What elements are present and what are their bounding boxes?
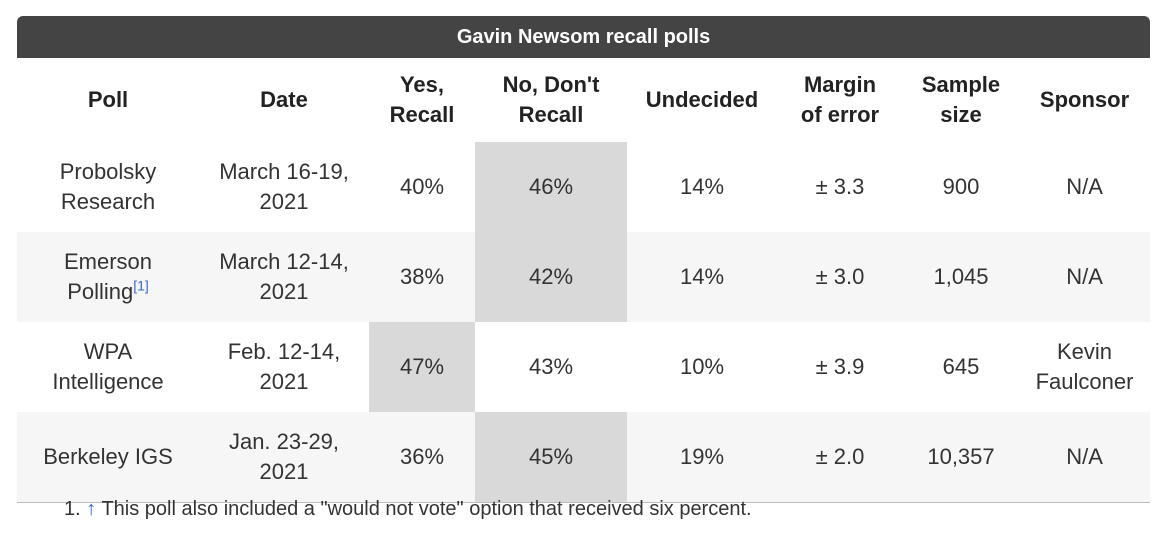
- no-recall-value: 43%: [475, 322, 627, 412]
- table-row: Probolsky Research March 16-19, 2021 40% 4…: [17, 142, 1151, 232]
- header-poll: Poll: [17, 58, 199, 142]
- no-recall-value: 45%: [475, 412, 627, 503]
- poll-name: Probolsky Research: [17, 142, 199, 232]
- sample-value: 10,357: [903, 412, 1019, 503]
- header-yes-recall: Yes, Recall: [369, 58, 475, 142]
- header-date: Date: [199, 58, 369, 142]
- yes-recall-value: 40%: [369, 142, 475, 232]
- undecided-value: 14%: [627, 232, 777, 322]
- no-recall-value: 46%: [475, 142, 627, 232]
- poll-date: Jan. 23-29, 2021: [199, 412, 369, 503]
- sponsor-value: N/A: [1019, 232, 1151, 322]
- poll-name: Emerson Polling[1]: [17, 232, 199, 322]
- poll-date: March 16-19, 2021: [199, 142, 369, 232]
- poll-name: Berkeley IGS: [17, 412, 199, 503]
- header-row: Poll Date Yes, Recall No, Don't Recall Und…: [17, 58, 1151, 142]
- header-sample-size: Sample size: [903, 58, 1019, 142]
- margin-value: ± 2.0: [777, 412, 903, 503]
- undecided-value: 10%: [627, 322, 777, 412]
- sample-value: 900: [903, 142, 1019, 232]
- undecided-value: 14%: [627, 142, 777, 232]
- footnote: 1. ↑ This poll also included a "would no…: [64, 498, 752, 521]
- margin-value: ± 3.0: [777, 232, 903, 322]
- sponsor-value: N/A: [1019, 412, 1151, 503]
- table-row: WPA Intelligence Feb. 12-14, 2021 47% 43% …: [17, 322, 1151, 412]
- footnote-number: 1.: [64, 498, 81, 520]
- poll-name: WPA Intelligence: [17, 322, 199, 412]
- yes-recall-value: 47%: [369, 322, 475, 412]
- header-no-recall: No, Don't Recall: [475, 58, 627, 142]
- footnote-ref-link[interactable]: [1]: [133, 277, 149, 294]
- table-row: Berkeley IGS Jan. 23-29, 2021 36% 45% 19%…: [17, 412, 1151, 503]
- recall-polls-table: Gavin Newsom recall polls Poll Date Yes,…: [17, 16, 1151, 503]
- poll-date: March 12-14, 2021: [199, 232, 369, 322]
- yes-recall-value: 38%: [369, 232, 475, 322]
- undecided-value: 19%: [627, 412, 777, 503]
- header-undecided: Undecided: [627, 58, 777, 142]
- table-title: Gavin Newsom recall polls: [17, 16, 1151, 58]
- no-recall-value: 42%: [475, 232, 627, 322]
- poll-date: Feb. 12-14, 2021: [199, 322, 369, 412]
- footnote-text: This poll also included a "would not vot…: [101, 498, 752, 520]
- sponsor-value: N/A: [1019, 142, 1151, 232]
- sponsor-value: Kevin Faulconer: [1019, 322, 1151, 412]
- table-row: Emerson Polling[1] March 12-14, 2021 38% 4…: [17, 232, 1151, 322]
- sample-value: 1,045: [903, 232, 1019, 322]
- yes-recall-value: 36%: [369, 412, 475, 503]
- footnote-backlink-arrow[interactable]: ↑: [86, 498, 97, 520]
- margin-value: ± 3.9: [777, 322, 903, 412]
- sample-value: 645: [903, 322, 1019, 412]
- header-sponsor: Sponsor: [1019, 58, 1151, 142]
- recall-polls-table-container: Gavin Newsom recall polls Poll Date Yes,…: [17, 16, 1151, 503]
- margin-value: ± 3.3: [777, 142, 903, 232]
- header-margin-of-error: Margin of error: [777, 58, 903, 142]
